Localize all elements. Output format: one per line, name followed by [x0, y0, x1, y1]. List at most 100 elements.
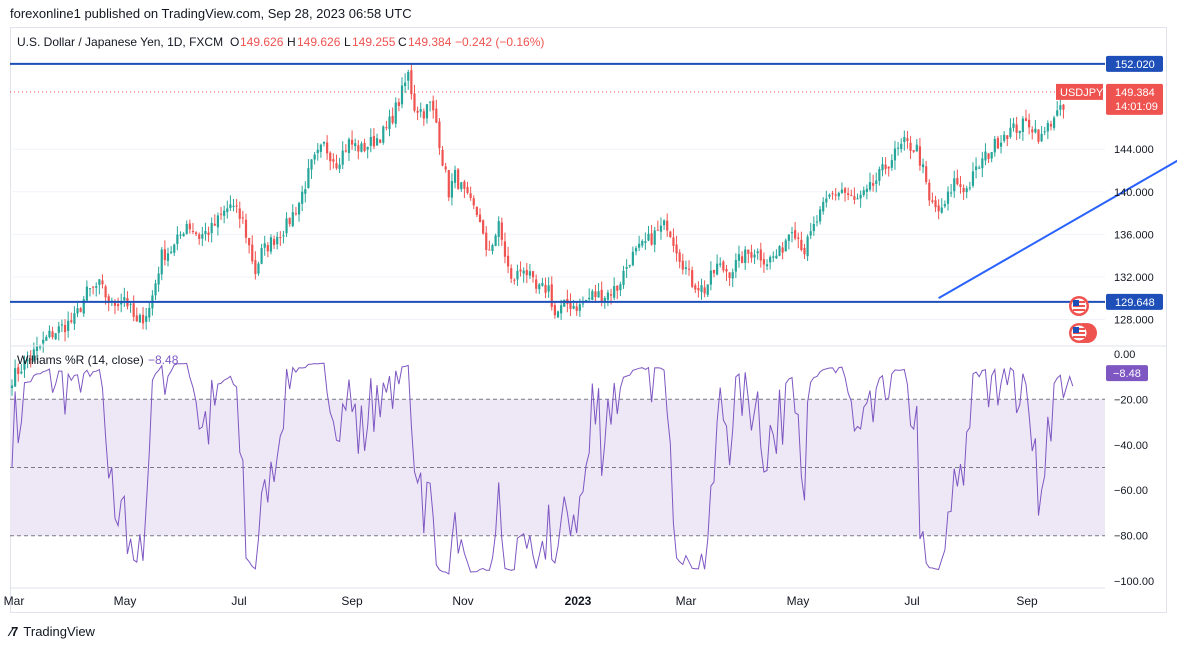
candle-body	[316, 149, 319, 154]
candle-body	[756, 251, 759, 254]
candle-body	[363, 142, 366, 152]
candle-body	[288, 217, 291, 225]
candle-body	[547, 285, 550, 292]
symbol-title: U.S. Dollar / Japanese Yen, 1D, FXCM	[17, 35, 223, 49]
candle-body	[697, 287, 700, 291]
candle-body	[232, 205, 235, 207]
us-flag-events-stack-icon[interactable]	[1069, 323, 1097, 343]
candle-body	[357, 145, 360, 152]
candle-body	[1015, 124, 1018, 133]
candle-body	[42, 339, 45, 344]
candle-body	[644, 241, 647, 243]
candle-body	[375, 138, 379, 146]
candle-body	[435, 108, 438, 123]
candle-body	[588, 297, 591, 300]
candle-body	[740, 256, 744, 263]
price-tag-value: 149.384	[1115, 87, 1155, 99]
candle-body	[272, 239, 276, 245]
candle-body	[631, 251, 634, 266]
candle-body	[248, 238, 251, 246]
candle-body	[229, 204, 232, 209]
level-label-bg	[1106, 55, 1163, 72]
candle-body	[463, 181, 466, 189]
candle-body	[453, 169, 457, 183]
candle-body	[276, 236, 279, 245]
candle-body	[691, 270, 694, 287]
candle-body	[226, 208, 229, 213]
candle-body	[194, 232, 198, 235]
candle-body	[1021, 118, 1024, 132]
time-axis[interactable]: Mar May Jul Sep Nov 2023 Mar May Jul Sep	[4, 594, 1038, 608]
candle-body	[354, 143, 357, 147]
low-value: 149.255	[352, 35, 396, 49]
candle-body	[775, 255, 778, 259]
time-tick-label: Jul	[904, 594, 919, 608]
candle-body	[503, 241, 507, 257]
close-value: 149.384	[408, 35, 452, 49]
candle-body	[29, 358, 32, 360]
candle-body	[422, 111, 425, 119]
candle-body	[176, 234, 179, 245]
candle-body	[432, 100, 435, 111]
candle-body	[578, 304, 581, 311]
candle-body	[890, 160, 893, 168]
candle-body	[141, 314, 145, 324]
candle-body	[940, 207, 943, 213]
candle-body	[750, 252, 753, 258]
candle-body	[725, 269, 728, 272]
candle-body	[297, 203, 301, 215]
candle-body	[965, 188, 968, 193]
candle-body	[544, 284, 547, 293]
candle-body	[472, 198, 475, 206]
candle-body	[138, 315, 142, 323]
candle-body	[778, 246, 781, 256]
ohlc-values: O 149.626 H 149.626 L 149.255 C 149.384 …	[230, 35, 544, 49]
price-grid	[10, 148, 1105, 320]
candle-body	[765, 264, 769, 267]
candle-body	[441, 149, 444, 166]
candle-body	[1009, 127, 1012, 137]
candle-body	[878, 168, 881, 181]
candle-body	[466, 187, 469, 193]
candle-body	[394, 102, 397, 124]
chart-frame	[10, 27, 1167, 613]
candle-body	[338, 164, 341, 169]
candle-body	[762, 259, 766, 265]
candle-body	[669, 231, 672, 238]
candle-body	[366, 146, 369, 150]
candle-body	[416, 110, 419, 113]
time-tick-label: Sep	[1016, 594, 1038, 608]
candle-body	[884, 164, 887, 169]
candle-body	[560, 305, 563, 314]
candle-body	[650, 233, 653, 245]
candle-body	[410, 70, 413, 95]
candle-body	[591, 291, 594, 300]
candle-body	[915, 144, 918, 152]
candle-body	[887, 166, 890, 169]
candle-body	[628, 265, 631, 267]
candle-body	[450, 180, 454, 198]
brand-name: TradingView	[23, 624, 95, 639]
candle-body	[853, 196, 856, 200]
candle-body	[266, 245, 269, 252]
price-axis[interactable]: 144.000 140.000 136.000 132.000 128.000 152.0…	[1056, 55, 1163, 327]
level-price-label: 129.648	[1106, 293, 1163, 310]
candle-body	[1049, 124, 1053, 127]
candle-body	[282, 235, 285, 237]
candle-body	[148, 307, 151, 318]
candle-body	[881, 164, 884, 171]
candle-body	[372, 136, 376, 147]
us-flag-event-icon[interactable]	[1069, 296, 1089, 316]
trendline	[938, 159, 1177, 300]
candle-body	[322, 142, 326, 144]
candle-body	[538, 284, 541, 290]
candle-body	[329, 152, 332, 162]
time-tick-label: May	[787, 594, 810, 608]
candle-body	[694, 285, 697, 290]
candle-body	[999, 142, 1003, 147]
candle-body	[407, 72, 410, 81]
candle-body	[45, 336, 48, 341]
candle-body	[404, 82, 407, 87]
indicator-axis[interactable]: 0.00 −20.00 −40.00 −60.00 −80.00 −100.00 −8.48	[1106, 349, 1154, 588]
